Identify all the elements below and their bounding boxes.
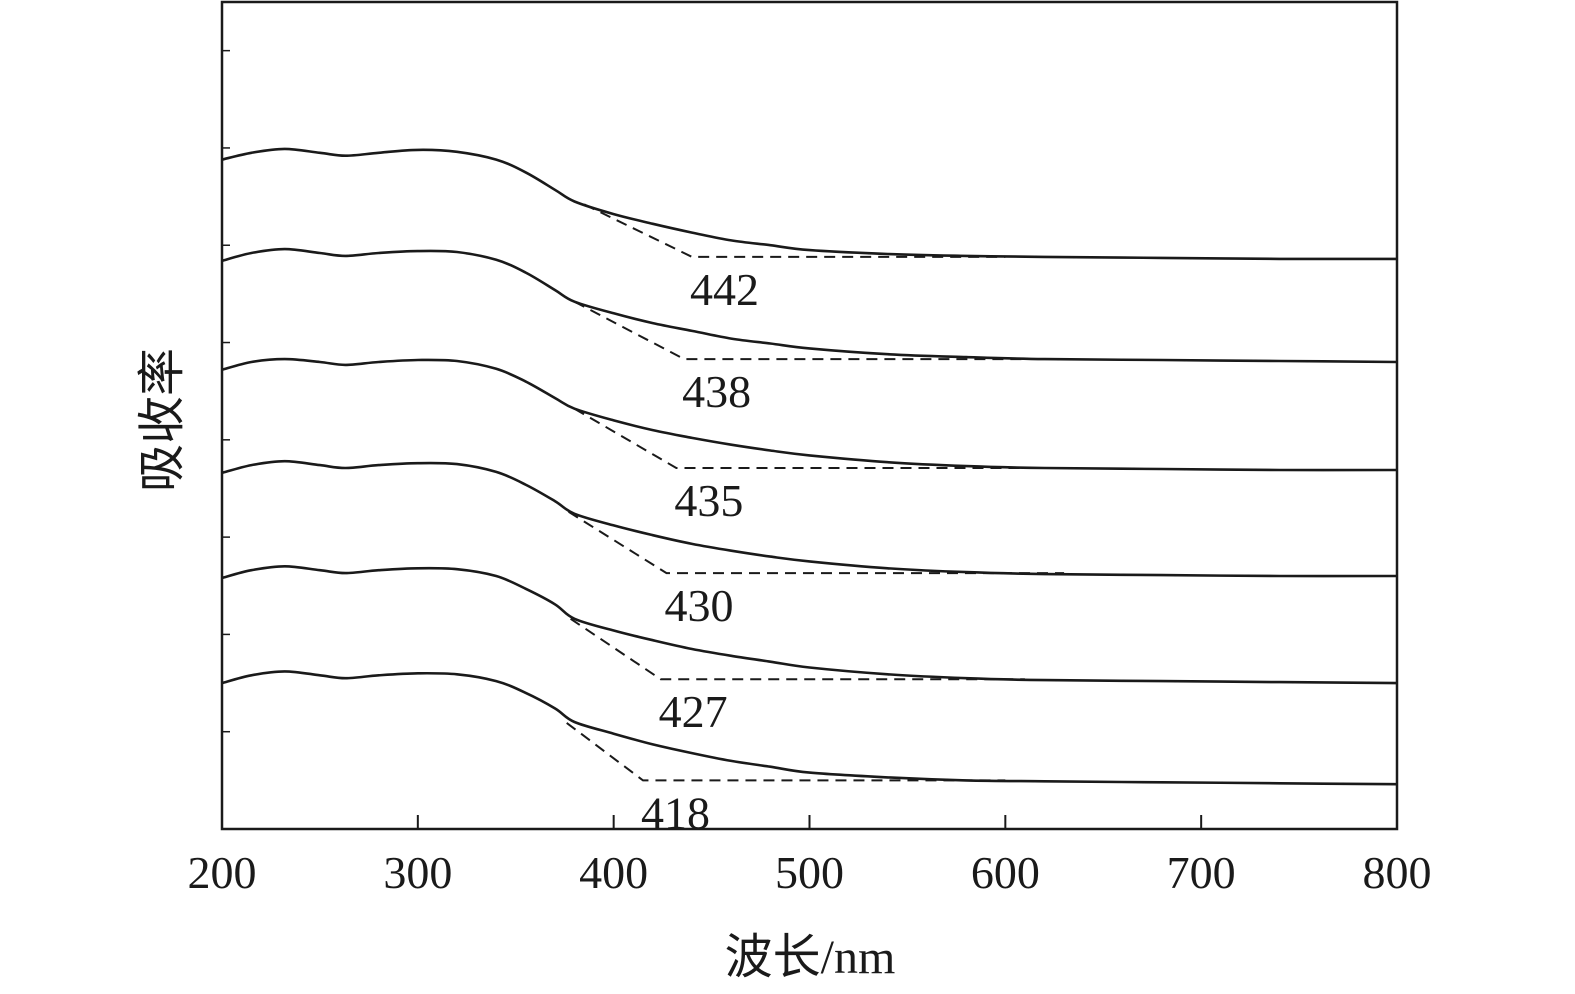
series-line-430 [221,459,1398,578]
tangent-dashed-430 [568,510,1065,575]
edge-label-438: 438 [682,366,751,417]
tangent-dashed-418 [566,722,1006,782]
y-axis-title: 吸收率 [136,348,189,492]
x-tick-label: 600 [971,847,1040,898]
x-tick-label: 400 [579,847,648,898]
tangent-lines [566,203,1065,782]
series-line-442 [221,147,1398,261]
tangent-dashed-435 [573,407,1045,469]
series-line-435 [221,357,1398,472]
series-line-427 [221,564,1398,685]
edge-label-430: 430 [665,580,734,631]
edge-label-435: 435 [674,475,743,526]
x-axis-ticks: 200 300 400 500 600 700 800 [188,815,1432,898]
x-tick-label: 500 [775,847,844,898]
x-tick-label: 300 [383,847,452,898]
series-line-418 [221,670,1398,786]
x-tick-label: 200 [188,847,257,898]
tangent-dashed-427 [570,617,1025,681]
edge-label-418: 418 [641,787,710,838]
x-tick-label: 800 [1363,847,1432,898]
plot-frame [220,0,1399,831]
x-axis-title: 波长/nm [725,931,896,984]
edge-label-442: 442 [690,264,759,315]
tangent-dashed-438 [574,300,1025,361]
edge-labels: 442 438 435 430 427 418 [641,264,759,838]
edge-label-427: 427 [659,686,728,737]
x-tick-label: 700 [1167,847,1236,898]
series-line-438 [221,247,1398,364]
tangent-dashed-442 [583,203,1006,258]
y-axis-ticks [222,49,230,733]
series-curves [221,147,1398,786]
